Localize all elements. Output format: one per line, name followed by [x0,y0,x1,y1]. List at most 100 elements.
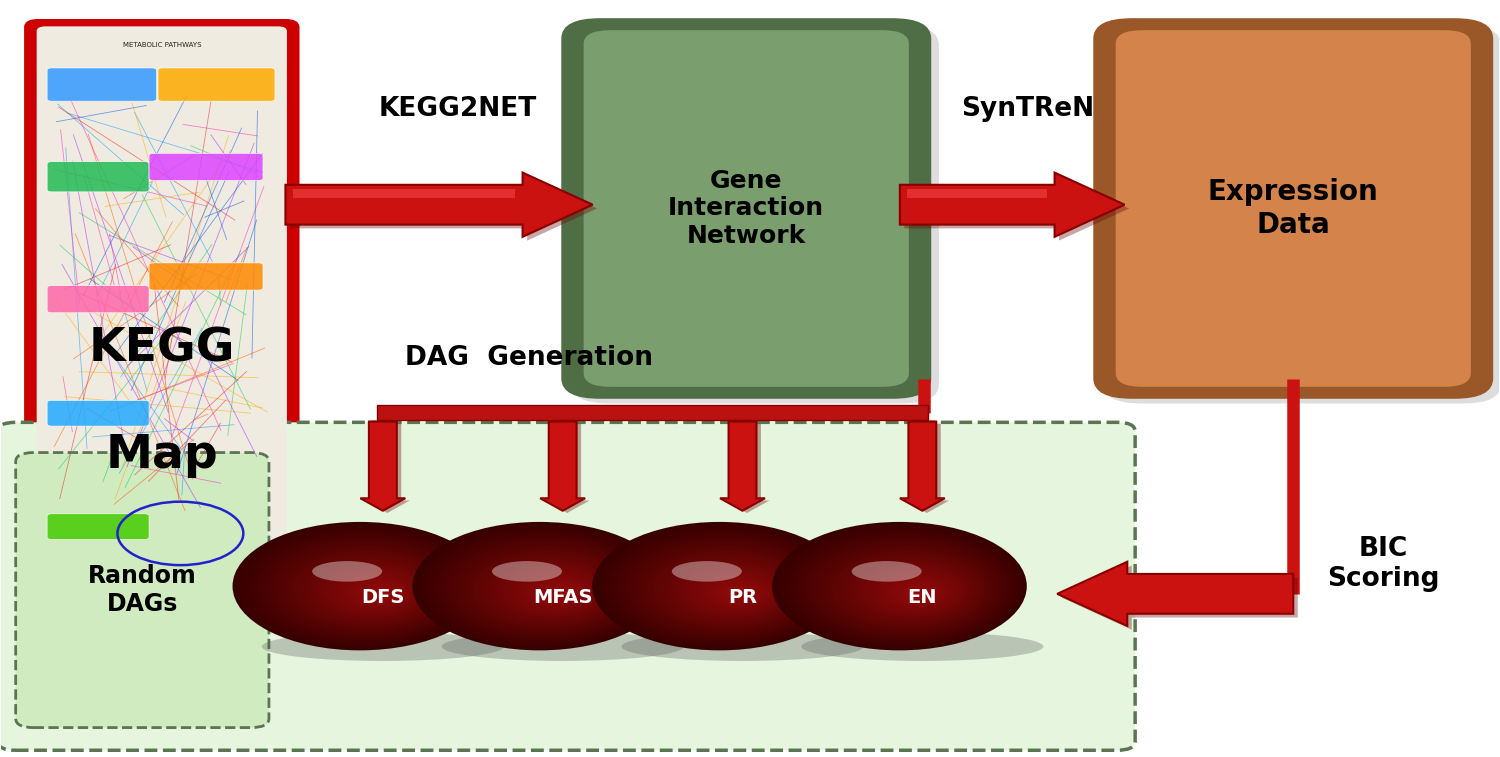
Ellipse shape [246,528,478,646]
Ellipse shape [284,547,452,631]
Ellipse shape [422,526,662,647]
Ellipse shape [459,544,634,633]
Ellipse shape [438,534,650,640]
Ellipse shape [532,579,584,605]
FancyBboxPatch shape [36,26,286,625]
Ellipse shape [687,567,782,615]
Polygon shape [720,422,765,511]
Ellipse shape [472,550,626,628]
Ellipse shape [807,538,1004,637]
Text: PR: PR [728,588,758,607]
Text: Expression
Data: Expression Data [1208,179,1378,238]
Polygon shape [544,424,590,513]
Ellipse shape [604,528,838,646]
Ellipse shape [672,561,742,581]
Ellipse shape [879,573,953,610]
Ellipse shape [516,572,596,612]
Ellipse shape [249,530,476,644]
Ellipse shape [674,561,790,620]
Ellipse shape [492,561,562,581]
Ellipse shape [503,565,605,616]
Ellipse shape [297,553,442,626]
Ellipse shape [489,559,614,621]
FancyBboxPatch shape [148,154,262,180]
Ellipse shape [537,581,580,603]
Ellipse shape [302,555,439,625]
Text: METABOLIC PATHWAYS: METABOLIC PATHWAYS [123,42,201,48]
Ellipse shape [597,524,844,649]
Ellipse shape [447,538,644,637]
Ellipse shape [871,569,958,613]
Ellipse shape [310,559,434,621]
FancyBboxPatch shape [572,26,939,403]
Ellipse shape [267,538,464,637]
Ellipse shape [312,561,382,581]
Ellipse shape [306,557,436,623]
Text: KEGG: KEGG [88,327,236,372]
Ellipse shape [322,565,424,616]
Ellipse shape [375,590,388,597]
Ellipse shape [378,592,386,596]
Polygon shape [724,424,770,513]
Ellipse shape [897,581,940,603]
Ellipse shape [498,563,608,618]
Ellipse shape [662,555,800,625]
Ellipse shape [696,572,776,612]
FancyBboxPatch shape [1104,26,1500,403]
Ellipse shape [456,543,638,634]
Polygon shape [360,422,405,511]
Ellipse shape [332,569,419,613]
Ellipse shape [682,565,784,616]
Ellipse shape [232,522,488,650]
Ellipse shape [904,586,934,600]
Ellipse shape [909,587,932,599]
Ellipse shape [669,559,794,621]
Ellipse shape [442,536,646,639]
Text: BIC
Scoring: BIC Scoring [1328,536,1440,592]
Ellipse shape [327,567,422,615]
Ellipse shape [892,579,944,605]
Text: MFAS: MFAS [532,588,592,607]
Polygon shape [908,188,1047,198]
Ellipse shape [262,536,466,639]
Ellipse shape [592,522,847,650]
Ellipse shape [652,550,806,628]
Polygon shape [290,176,597,241]
Ellipse shape [258,534,470,640]
Ellipse shape [340,573,412,610]
Ellipse shape [417,524,664,649]
Ellipse shape [815,543,998,634]
Ellipse shape [352,579,404,605]
Ellipse shape [627,538,824,637]
FancyBboxPatch shape [26,21,297,630]
FancyBboxPatch shape [46,285,148,313]
Ellipse shape [494,561,610,620]
Ellipse shape [837,553,983,626]
Ellipse shape [853,561,970,620]
Ellipse shape [844,557,976,623]
FancyBboxPatch shape [46,400,148,426]
Ellipse shape [657,553,802,626]
Ellipse shape [452,540,640,636]
Ellipse shape [810,540,1000,636]
Ellipse shape [262,632,504,661]
Ellipse shape [550,587,572,599]
Ellipse shape [237,524,484,649]
Ellipse shape [622,536,827,639]
Ellipse shape [242,526,482,647]
Polygon shape [900,422,945,511]
Ellipse shape [678,563,788,618]
Ellipse shape [858,563,968,618]
Text: SynTReN: SynTReN [960,95,1094,122]
Ellipse shape [777,524,1024,649]
Ellipse shape [664,557,796,623]
Ellipse shape [524,575,590,609]
Ellipse shape [468,549,628,629]
Ellipse shape [632,540,821,636]
Polygon shape [1062,565,1298,630]
Ellipse shape [734,590,748,597]
Ellipse shape [874,572,956,612]
Ellipse shape [528,578,586,607]
Ellipse shape [692,569,778,613]
Text: Gene
Interaction
Network: Gene Interaction Network [668,169,825,248]
